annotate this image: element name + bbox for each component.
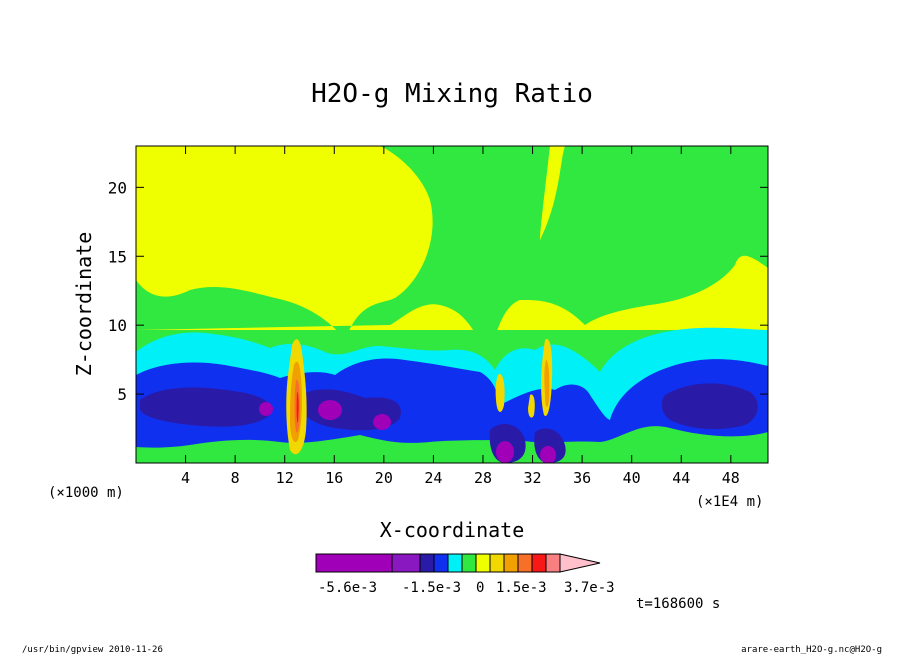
footer-right: arare-earth_H2O-g.nc@H2O-g <box>741 645 882 654</box>
x-tick-label: 48 <box>722 469 740 487</box>
x-tick-label: 40 <box>623 469 641 487</box>
colorbar-labels: -5.6e-3 -1.5e-3 0 1.5e-3 3.7e-3 <box>318 580 615 596</box>
colorbar-swatch <box>503 553 519 573</box>
colorbar-swatch <box>447 553 463 573</box>
x-tick-label: 12 <box>276 469 294 487</box>
colorbar-label: -1.5e-3 <box>402 580 461 596</box>
y-axis: 5 10 15 20 <box>108 178 768 404</box>
time-label: t=168600 s <box>636 596 720 612</box>
colorbar-label: -5.6e-3 <box>318 580 377 596</box>
plot-frame <box>135 145 769 464</box>
colorbar-label: 1.5e-3 <box>496 580 547 596</box>
x-tick-label: 16 <box>325 469 343 487</box>
colorbar-swatch <box>461 553 477 573</box>
y-axis-label: Z-coordinate <box>72 232 96 377</box>
x-tick-label: 28 <box>474 469 492 487</box>
colorbar-swatch <box>391 553 421 573</box>
x-tick-label: 36 <box>573 469 591 487</box>
colorbar-swatch <box>315 553 393 573</box>
y-tick-label: 20 <box>108 178 127 197</box>
x-tick-label: 44 <box>672 469 690 487</box>
y-tick-label: 10 <box>108 316 127 335</box>
footer-left: /usr/bin/gpview 2010-11-26 <box>22 645 163 654</box>
x-axis-label: X-coordinate <box>380 518 525 542</box>
colorbar-label: 3.7e-3 <box>564 580 615 596</box>
x-tick-label: 20 <box>375 469 393 487</box>
x-axis: 4 8 12 16 20 24 28 32 36 40 44 48 <box>181 146 740 487</box>
x-tick-label: 24 <box>424 469 442 487</box>
chart-title: H2O-g Mixing Ratio <box>311 79 593 109</box>
colorbar-swatch <box>489 553 505 573</box>
colorbar <box>315 553 601 573</box>
colorbar-swatch <box>517 553 533 573</box>
colorbar-label: 0 <box>476 580 484 596</box>
x-tick-label: 4 <box>181 469 190 487</box>
colorbar-swatch <box>475 553 491 573</box>
contour-field <box>136 146 768 463</box>
colorbar-swatch <box>419 553 435 573</box>
colorbar-swatch <box>433 553 449 573</box>
colorbar-extension-arrow <box>559 553 601 573</box>
x-unit-right-label: (×1E4 m) <box>696 494 763 510</box>
colorbar-swatch <box>531 553 547 573</box>
y-tick-label: 15 <box>108 247 127 266</box>
x-tick-label: 32 <box>524 469 542 487</box>
x-unit-left-label: (×1000 m) <box>48 485 124 501</box>
colorbar-swatch <box>545 553 561 573</box>
y-tick-label: 5 <box>117 385 127 404</box>
x-tick-label: 8 <box>231 469 240 487</box>
